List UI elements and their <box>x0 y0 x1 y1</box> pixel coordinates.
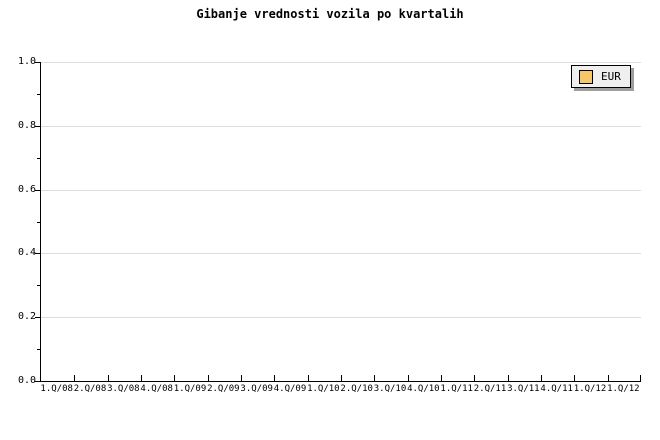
x-axis-tick <box>508 375 509 381</box>
x-axis-tick-label: 4.Q/11 <box>540 384 573 394</box>
x-axis-tick-label: 1.Q/08 <box>40 384 73 394</box>
x-axis-tick <box>208 375 209 381</box>
x-axis-tick-label: 4.Q/09 <box>273 384 307 394</box>
y-major-tick <box>35 381 40 382</box>
x-axis-tick-label: 3.Q/10 <box>373 384 407 394</box>
legend: EUR <box>571 65 631 88</box>
y-minor-tick <box>37 94 40 95</box>
x-axis-tick-label: 3.Q/08 <box>107 384 140 394</box>
x-axis-tick-label: 2.Q/10 <box>340 384 373 394</box>
x-axis-tick-label: 1.Q/12 <box>573 384 607 394</box>
y-major-tick <box>35 190 40 191</box>
x-axis-tick-label: 1.Q/10 <box>307 384 340 394</box>
x-axis-tick-label: 3.Q/09 <box>240 384 273 394</box>
x-axis-tick <box>541 375 542 381</box>
y-axis-tick-label: 1.0 <box>17 56 36 67</box>
y-axis-tick-label: 0.0 <box>17 375 36 386</box>
x-axis-tick-label: 4.Q/10 <box>407 384 440 394</box>
chart-title: Gibanje vrednosti vozila po kvartalih <box>196 7 464 21</box>
y-minor-tick <box>37 158 40 159</box>
x-axis-tick-label: 1.Q/11 <box>440 384 473 394</box>
x-axis-tick-label: 2.Q/09 <box>207 384 240 394</box>
x-axis-tick <box>574 375 575 381</box>
gridline <box>41 126 641 127</box>
y-axis-tick-label: 0.6 <box>17 184 36 195</box>
y-minor-tick <box>37 349 40 350</box>
x-axis-tick <box>174 375 175 381</box>
x-axis-tick <box>74 375 75 381</box>
x-axis-tick <box>441 375 442 381</box>
x-axis-tick-label: 1.Q/09 <box>173 384 207 394</box>
y-major-tick <box>35 253 40 254</box>
x-axis-tick <box>408 375 409 381</box>
gridline <box>41 62 641 63</box>
x-axis-tick-label: 1.Q/12 <box>607 384 640 394</box>
y-major-tick <box>35 317 40 318</box>
x-axis-tick-label: 3.Q/11 <box>507 384 540 394</box>
y-axis-tick-label: 0.8 <box>17 120 36 131</box>
gridline <box>41 317 641 318</box>
x-axis-tick <box>274 375 275 381</box>
y-minor-tick <box>37 222 40 223</box>
x-axis-tick <box>241 375 242 381</box>
y-axis-tick-label: 0.4 <box>17 247 36 258</box>
x-axis-tick-label: 4.Q/08 <box>140 384 173 394</box>
x-axis-tick <box>608 375 609 381</box>
x-axis-tick <box>308 375 309 381</box>
plot-area <box>35 62 641 382</box>
gridline <box>41 253 641 254</box>
legend-series-swatch-icon <box>579 69 593 84</box>
x-axis-tick <box>474 375 475 381</box>
x-axis-tick <box>108 375 109 381</box>
x-axis-tick-label: 2.Q/11 <box>473 384 507 394</box>
gridline <box>41 190 641 191</box>
y-axis-tick-label: 0.2 <box>17 311 36 322</box>
x-axis-tick <box>341 375 342 381</box>
x-axis-tick <box>374 375 375 381</box>
y-major-tick <box>35 126 40 127</box>
x-axis-tick <box>640 375 641 381</box>
legend-series-label: EUR <box>601 70 621 83</box>
y-minor-tick <box>37 285 40 286</box>
y-major-tick <box>35 62 40 63</box>
x-axis-tick <box>141 375 142 381</box>
x-axis-tick-label: 2.Q/08 <box>73 384 107 394</box>
